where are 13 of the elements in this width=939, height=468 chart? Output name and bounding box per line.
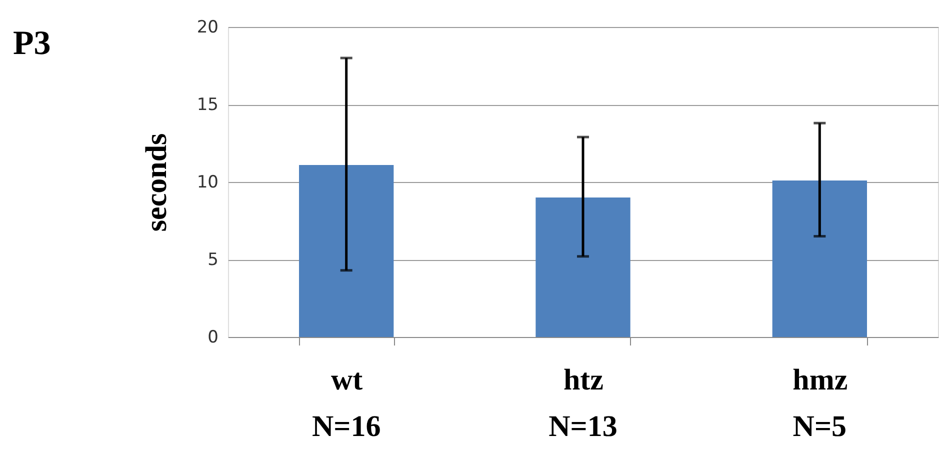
x-tick-label: hmz bbox=[792, 364, 848, 396]
y-tick-label: 0 bbox=[208, 328, 218, 348]
y-axis-title: seconds bbox=[140, 133, 173, 232]
text: N=5 bbox=[792, 410, 847, 443]
y-tick-label: 20 bbox=[196, 18, 218, 38]
y-tick-label: 15 bbox=[196, 95, 218, 115]
y-tick-label: 10 bbox=[196, 172, 218, 192]
chart-title: P3 bbox=[13, 25, 51, 62]
text: N=16 bbox=[312, 410, 381, 443]
x-tick-label: htz bbox=[564, 364, 604, 396]
text: N=13 bbox=[548, 410, 618, 443]
y-tick-label: 5 bbox=[208, 250, 218, 270]
x-tick-label: wt bbox=[331, 364, 363, 396]
